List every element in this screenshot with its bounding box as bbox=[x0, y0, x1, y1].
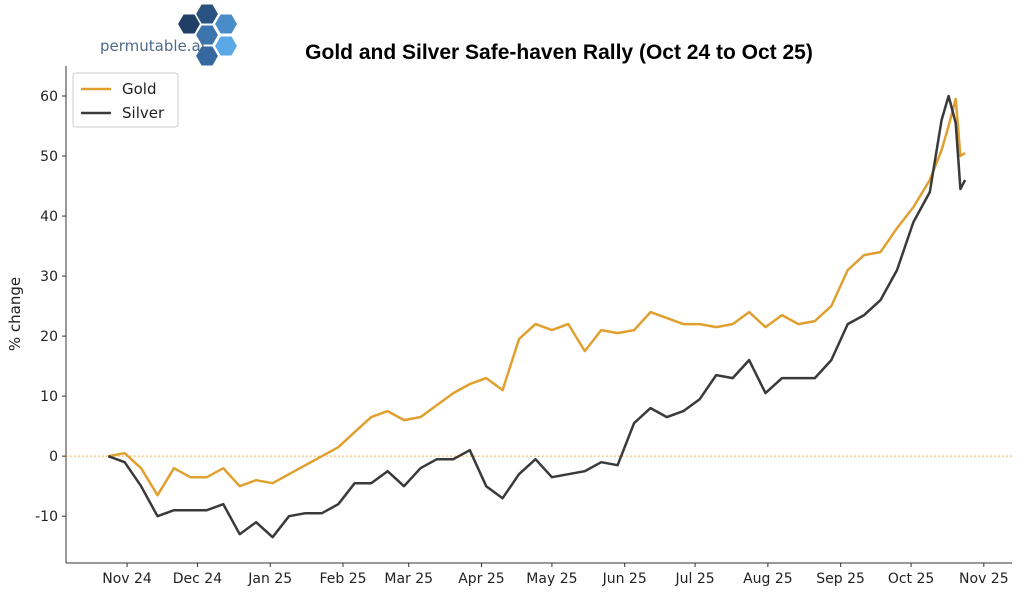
x-tick-label: Mar 25 bbox=[384, 571, 433, 587]
x-tick-label: Nov 24 bbox=[102, 571, 152, 587]
y-tick-label: 0 bbox=[49, 449, 58, 465]
logo-hexagon-5 bbox=[194, 45, 220, 67]
x-tick-label: Jan 25 bbox=[247, 571, 292, 587]
x-tick-label: Feb 25 bbox=[319, 571, 366, 587]
hexagon-logo-icon bbox=[176, 3, 239, 67]
logo-hexagon-2 bbox=[194, 24, 220, 46]
y-tick-label: 40 bbox=[40, 209, 58, 225]
x-tick-label: Dec 24 bbox=[173, 571, 222, 587]
x-tick-label: May 25 bbox=[526, 571, 577, 587]
x-tick-label: Jun 25 bbox=[602, 571, 647, 587]
y-tick-label: 30 bbox=[40, 269, 58, 285]
x-tick-label: Jul 25 bbox=[675, 571, 715, 587]
legend-label-gold: Gold bbox=[122, 80, 157, 98]
logo-text: permutable.ai bbox=[100, 37, 205, 55]
y-tick-label: 60 bbox=[40, 89, 58, 105]
y-tick-label: -10 bbox=[35, 509, 58, 525]
legend-label-silver: Silver bbox=[122, 104, 165, 122]
x-tick-label: Sep 25 bbox=[816, 571, 865, 587]
x-tick-label: Aug 25 bbox=[743, 571, 793, 587]
y-axis-label: % change bbox=[6, 277, 24, 351]
legend: Gold Silver bbox=[72, 72, 179, 128]
logo-hexagon-4 bbox=[213, 35, 239, 57]
logo-hexagon-1 bbox=[194, 3, 220, 25]
y-tick-label: 50 bbox=[40, 149, 58, 165]
series-line-gold bbox=[108, 97, 966, 497]
y-tick-label: 10 bbox=[40, 389, 58, 405]
x-tick-label: Nov 25 bbox=[959, 571, 1009, 587]
logo-hexagon-0 bbox=[176, 13, 202, 35]
series-line-silver bbox=[107, 94, 967, 539]
x-tick-label: Apr 25 bbox=[458, 571, 504, 587]
y-tick-label: 20 bbox=[40, 329, 58, 345]
logo-hexagon-3 bbox=[213, 13, 239, 35]
chart-title: Gold and Silver Safe-haven Rally (Oct 24… bbox=[305, 41, 813, 64]
x-tick-label: Oct 25 bbox=[888, 571, 934, 587]
